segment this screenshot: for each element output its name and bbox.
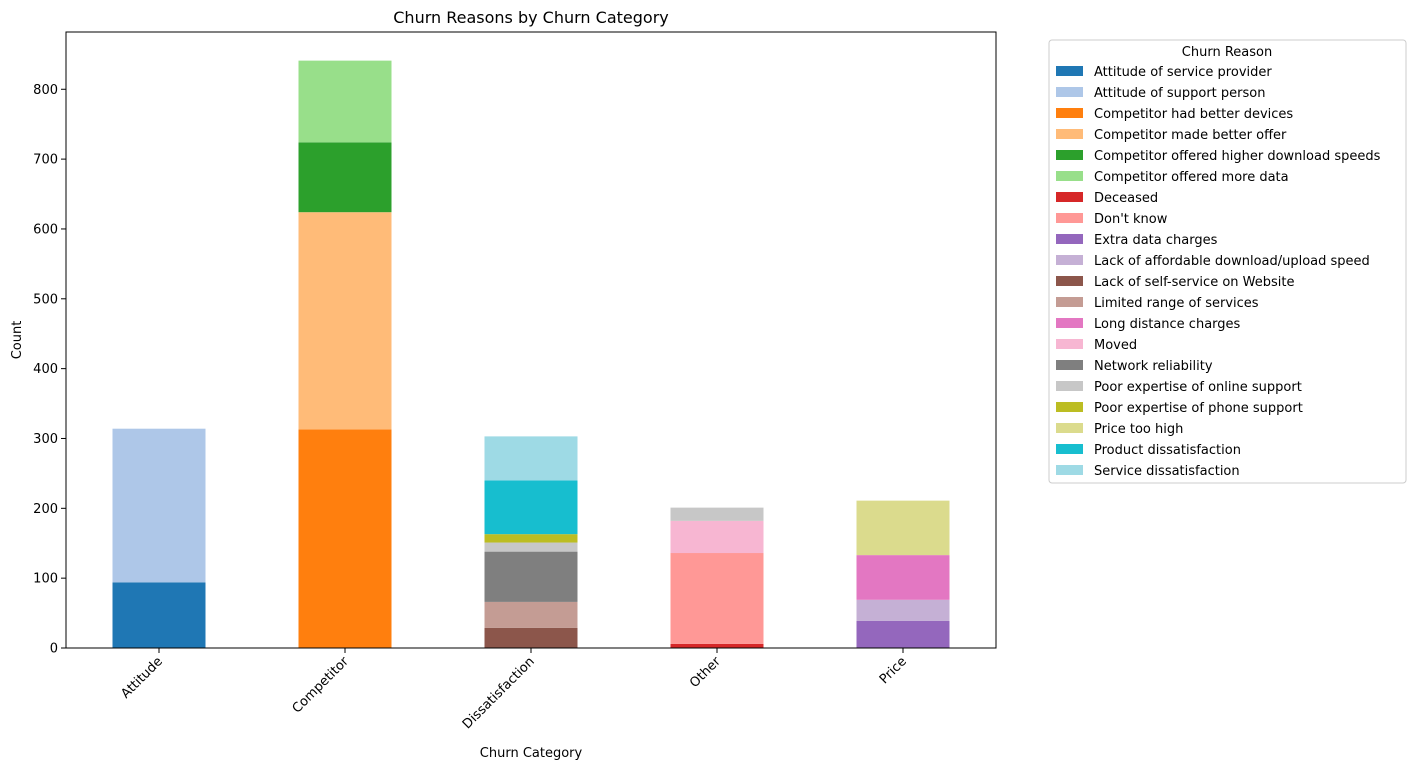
legend-label: Poor expertise of online support	[1094, 380, 1302, 395]
bar-segment	[670, 553, 764, 644]
legend-swatch	[1056, 339, 1083, 349]
bar-segment	[856, 500, 950, 556]
bar-segment	[112, 428, 206, 583]
legend-swatch	[1056, 423, 1083, 433]
bar-segment	[298, 429, 392, 648]
y-tick-label: 300	[33, 432, 58, 447]
legend-swatch	[1056, 402, 1083, 412]
bar-segment	[112, 582, 206, 648]
bar-segment	[670, 643, 764, 648]
legend-label: Product dissatisfaction	[1094, 443, 1241, 458]
legend-label: Service dissatisfaction	[1094, 464, 1240, 479]
bar-segment	[484, 627, 578, 648]
legend-swatch	[1056, 297, 1083, 307]
legend-label: Poor expertise of phone support	[1094, 401, 1303, 416]
legend-swatch	[1056, 171, 1083, 181]
legend-label: Deceased	[1094, 191, 1158, 206]
bar-segment	[484, 551, 578, 602]
legend-swatch	[1056, 192, 1083, 202]
x-axis: Attitude Competitor Dissatisfaction Other Pr…	[118, 648, 910, 732]
legend-label: Moved	[1094, 338, 1137, 353]
legend-frame	[1048, 39, 1407, 484]
legend-label: Long distance charges	[1094, 317, 1241, 332]
bar-segment	[670, 520, 764, 554]
legend-swatch	[1056, 360, 1083, 370]
y-tick-label: 0	[50, 642, 58, 657]
legend-swatch	[1056, 87, 1083, 97]
y-tick-label: 700	[33, 153, 58, 168]
bar-segment	[484, 480, 578, 535]
legend-label: Competitor made better offer	[1094, 128, 1287, 143]
legend-swatch	[1056, 129, 1083, 139]
y-tick-label: 800	[33, 83, 58, 98]
x-tick-label: Price	[877, 654, 910, 687]
legend-swatch	[1056, 318, 1083, 328]
legend-label: Attitude of support person	[1094, 86, 1265, 101]
legend-swatch	[1056, 465, 1083, 475]
bar-segment	[484, 542, 578, 552]
x-tick-label: Competitor	[290, 654, 353, 717]
bar-segment	[856, 555, 950, 600]
legend-label: Don't know	[1094, 212, 1168, 227]
chart-title: Churn Reasons by Churn Category	[393, 8, 668, 27]
legend-swatch	[1056, 381, 1083, 391]
y-tick-label: 100	[33, 572, 58, 587]
legend-swatch	[1056, 444, 1083, 454]
y-axis: 0 100 200 300 400 500 600 700 800	[33, 83, 66, 657]
legend-label: Network reliability	[1094, 359, 1213, 374]
legend-swatch	[1056, 276, 1083, 286]
bar-segment	[484, 534, 578, 543]
legend-swatch	[1056, 108, 1083, 118]
y-tick-label: 500	[33, 292, 58, 307]
y-axis-label: Count	[10, 321, 25, 360]
y-tick-label: 400	[33, 362, 58, 377]
legend-swatch	[1056, 234, 1083, 244]
y-tick-label: 200	[33, 502, 58, 517]
plot-bars	[112, 60, 950, 648]
legend-swatch	[1056, 66, 1083, 76]
legend-label: Attitude of service provider	[1094, 65, 1272, 80]
bar-segment	[856, 620, 950, 648]
legend-swatch	[1056, 213, 1083, 223]
legend-label: Limited range of services	[1094, 296, 1259, 311]
bar-segment	[484, 436, 578, 481]
legend-label: Lack of self-service on Website	[1094, 275, 1294, 290]
bar-segment	[298, 212, 392, 430]
x-axis-label: Churn Category	[480, 746, 583, 761]
bar-segment	[856, 599, 950, 621]
legend-label: Extra data charges	[1094, 233, 1218, 248]
legend-label: Competitor had better devices	[1094, 107, 1293, 122]
x-tick-label: Other	[687, 654, 724, 691]
legend: Churn Reason Attitude of service provide…	[1048, 39, 1407, 484]
legend-swatch	[1056, 255, 1083, 265]
legend-title: Churn Reason	[1182, 45, 1272, 60]
y-tick-label: 600	[33, 222, 58, 237]
legend-label: Competitor offered more data	[1094, 170, 1289, 185]
legend-swatch	[1056, 150, 1083, 160]
x-tick-label: Attitude	[118, 654, 165, 701]
legend-label: Lack of affordable download/upload speed	[1094, 254, 1370, 269]
legend-label: Price too high	[1094, 422, 1183, 437]
legend-items: Attitude of service provider Attitude of …	[1056, 65, 1381, 479]
legend-label: Competitor offered higher download speed…	[1094, 149, 1381, 164]
bar-segment	[484, 601, 578, 628]
bar-segment	[298, 60, 392, 143]
bar-segment	[670, 507, 764, 521]
bar-segment	[298, 142, 392, 213]
x-tick-label: Dissatisfaction	[460, 654, 538, 732]
